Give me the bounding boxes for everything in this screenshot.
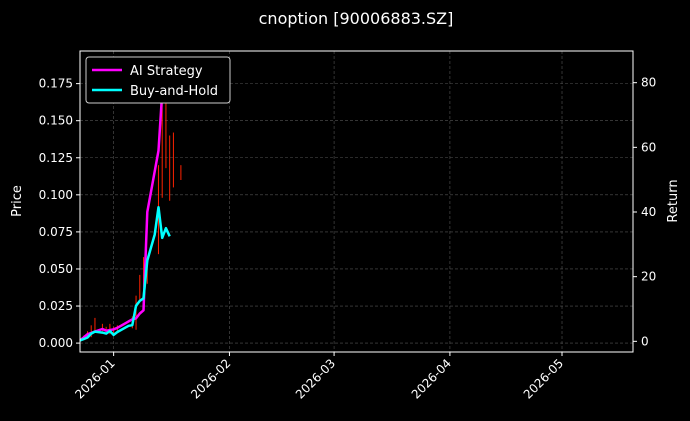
price-tick-label: 0.075 bbox=[39, 225, 73, 239]
return-tick-label: 60 bbox=[641, 140, 656, 154]
series-lines bbox=[79, 63, 171, 342]
price-tick-label: 0.125 bbox=[39, 151, 73, 165]
price-axis-ticks: 0.000 0.025 0.050 0.075 0.100 0.125 0.150 0.175 bbox=[39, 77, 80, 350]
price-tick-label: 0.025 bbox=[39, 299, 73, 313]
legend-label-buy-and-hold: Buy-and-Hold bbox=[130, 84, 218, 99]
return-axis-label: Return bbox=[666, 179, 681, 222]
price-tick-label: 0.100 bbox=[39, 188, 73, 202]
price-tick-label: 0.150 bbox=[39, 114, 73, 128]
price-tick-label: 0.050 bbox=[39, 262, 73, 276]
legend: AI Strategy Buy-and-Hold bbox=[85, 56, 231, 104]
legend-box bbox=[85, 56, 231, 104]
chart-title: cnoption [90006883.SZ] bbox=[259, 9, 454, 28]
price-tick-label: 0.000 bbox=[39, 336, 73, 350]
legend-label-ai-strategy: AI Strategy bbox=[130, 64, 203, 79]
series-line-buy-and-hold bbox=[79, 205, 171, 342]
return-axis-ticks: 0 20 40 60 80 bbox=[633, 76, 656, 348]
return-tick-label: 20 bbox=[641, 270, 656, 284]
price-tick-label: 0.175 bbox=[39, 77, 73, 91]
return-tick-label: 80 bbox=[641, 76, 656, 90]
return-tick-label: 40 bbox=[641, 205, 656, 219]
price-axis-label: Price bbox=[10, 185, 25, 217]
plot-frame bbox=[79, 50, 634, 353]
return-tick-label: 0 bbox=[641, 334, 649, 348]
